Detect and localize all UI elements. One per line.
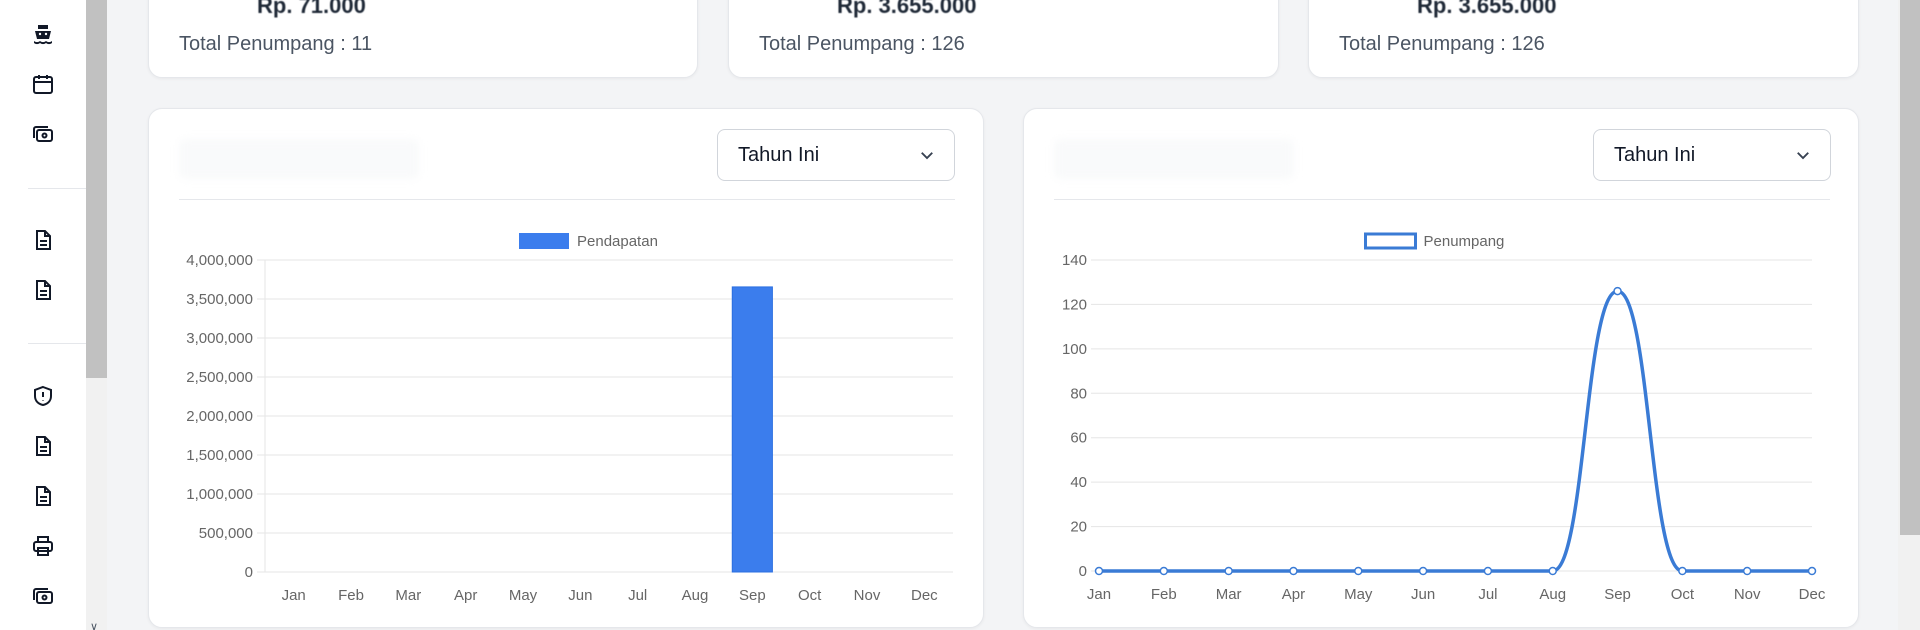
x-tick-label: Jun [568, 587, 592, 604]
cash-icon[interactable] [28, 119, 58, 149]
sidebar-scrollbar-thumb[interactable] [86, 0, 107, 378]
y-tick-label: 0 [1079, 563, 1087, 580]
calendar-icon[interactable] [28, 69, 58, 99]
y-tick-label: 3,500,000 [186, 291, 253, 308]
y-tick-label: 100 [1062, 341, 1087, 358]
x-tick-label: Jan [1087, 586, 1111, 603]
document-icon[interactable] [28, 481, 58, 511]
x-tick-label: Dec [1799, 586, 1826, 603]
y-tick-label: 1,500,000 [186, 447, 253, 464]
x-tick-label: Sep [1604, 586, 1631, 603]
series-line [1099, 289, 1812, 573]
period-select-value: Tahun Ini [738, 143, 820, 166]
ship-icon[interactable] [28, 19, 58, 49]
revenue-chart-card: Tahun Ini Pendapatan 4,000,000 3,500,000 3,… [148, 108, 984, 628]
legend-swatch [519, 233, 569, 249]
chevron-down-icon [921, 152, 933, 160]
y-tick-label: 500,000 [199, 525, 253, 542]
x-tick-label: Sep [739, 587, 766, 604]
shield-alert-icon[interactable] [28, 381, 58, 411]
y-tick-label: 3,000,000 [186, 330, 253, 347]
passenger-chart-card: Tahun Ini Penumpang 140 120 100 80 60 40 20 0 Jan… [1023, 108, 1859, 628]
stat-label: Total Penumpang : 126 [1339, 33, 1545, 55]
data-point [1548, 566, 1557, 576]
data-point [1742, 566, 1752, 576]
card-divider [179, 199, 955, 200]
x-tick-label: Mar [1216, 586, 1242, 603]
x-tick-label: Apr [1282, 586, 1305, 603]
x-tick-label: Jul [1478, 586, 1497, 603]
scroll-down-arrow-icon[interactable]: ∨ [90, 621, 99, 630]
x-tick-label: Aug [682, 587, 709, 604]
document-icon[interactable] [28, 225, 58, 255]
x-tick-label: Nov [854, 587, 881, 604]
data-point [1354, 566, 1363, 576]
data-point [1418, 566, 1428, 576]
data-point [1807, 566, 1817, 576]
x-tick-label: Jan [282, 587, 306, 604]
sidebar-divider [28, 188, 86, 189]
data-point [1483, 566, 1493, 576]
x-tick-label: Mar [395, 587, 421, 604]
sidebar [0, 0, 86, 630]
stat-card: Rp. 3.655.000 Total Penumpang : 126 [728, 0, 1279, 78]
revenue-bar-chart: Pendapatan 4,000,000 3,500,000 3,000,000 2,5… [186, 233, 953, 604]
data-point [1678, 566, 1687, 576]
stat-card: Rp. 3.655.000 Total Penumpang : 126 [1308, 0, 1859, 78]
y-tick-label: 1,000,000 [186, 486, 253, 503]
x-tick-label: Jun [1411, 586, 1435, 603]
y-tick-label: 0 [245, 564, 253, 581]
legend-label: Pendapatan [577, 233, 658, 250]
y-tick-label: 4,000,000 [186, 252, 253, 269]
y-tick-label: 80 [1070, 385, 1087, 402]
bar [731, 286, 773, 573]
card-divider [1054, 199, 1830, 200]
document-icon[interactable] [28, 275, 58, 305]
data-point [1613, 286, 1622, 296]
x-tick-label: Oct [1671, 586, 1695, 603]
x-tick-label: Feb [338, 587, 364, 604]
data-point [1289, 566, 1298, 576]
stat-value: Rp. 3.655.000 [837, 0, 977, 18]
stat-card: Rp. 71.000 Total Penumpang : 11 [148, 0, 698, 78]
stat-label: Total Penumpang : 11 [179, 33, 373, 55]
legend-swatch [1364, 232, 1417, 250]
chevron-down-icon [1797, 152, 1809, 160]
stat-label: Total Penumpang : 126 [759, 33, 965, 55]
x-tick-label: May [509, 587, 538, 604]
card-title-placeholder [1054, 139, 1294, 179]
y-tick-label: 20 [1070, 519, 1087, 536]
y-tick-label: 60 [1070, 430, 1087, 447]
stat-value: Rp. 71.000 [257, 0, 366, 18]
x-tick-label: Aug [1539, 586, 1566, 603]
sidebar-divider [28, 343, 86, 344]
y-tick-label: 2,000,000 [186, 408, 253, 425]
y-tick-label: 40 [1070, 474, 1087, 491]
x-tick-label: Dec [911, 587, 938, 604]
data-point [1159, 566, 1169, 576]
y-tick-label: 120 [1062, 296, 1087, 313]
x-tick-label: Apr [454, 587, 477, 604]
x-tick-label: Nov [1734, 586, 1761, 603]
x-tick-label: Oct [798, 587, 822, 604]
period-select[interactable]: Tahun Ini [717, 129, 955, 181]
x-tick-label: May [1344, 586, 1373, 603]
period-select-value: Tahun Ini [1614, 143, 1696, 166]
x-tick-label: Jul [628, 587, 647, 604]
page-scrollbar-thumb[interactable] [1900, 0, 1920, 535]
legend-label: Penumpang [1424, 233, 1505, 250]
period-select[interactable]: Tahun Ini [1593, 129, 1831, 181]
document-icon[interactable] [28, 431, 58, 461]
data-point [1224, 566, 1233, 576]
card-title-placeholder [179, 139, 419, 179]
cash-icon[interactable] [28, 581, 58, 611]
data-point [1094, 566, 1104, 576]
stat-value: Rp. 3.655.000 [1417, 0, 1557, 18]
x-tick-label: Feb [1151, 586, 1177, 603]
y-tick-label: 140 [1062, 252, 1087, 269]
y-tick-label: 2,500,000 [186, 369, 253, 386]
printer-icon[interactable] [28, 531, 58, 561]
